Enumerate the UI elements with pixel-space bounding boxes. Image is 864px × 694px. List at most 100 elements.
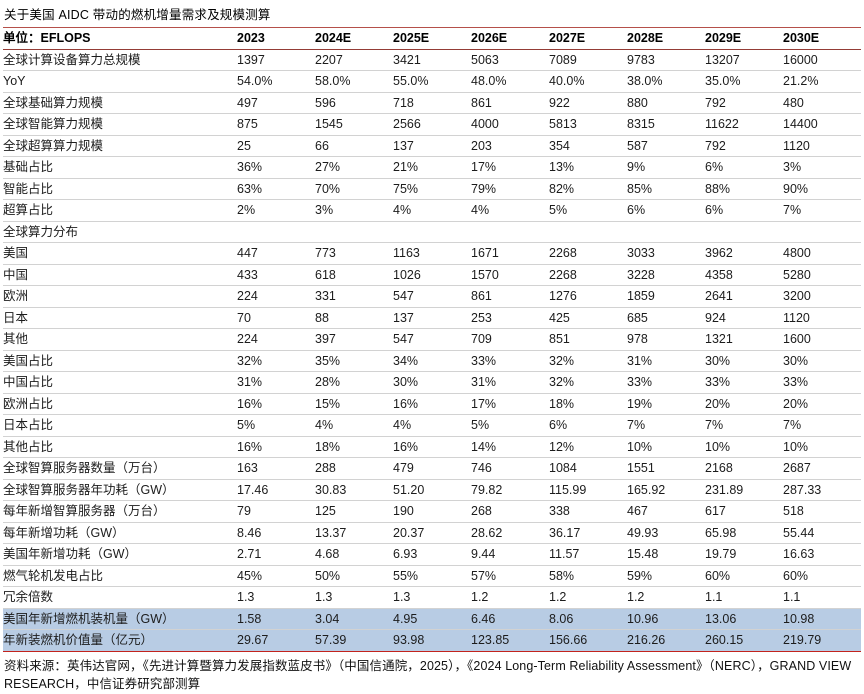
- value-cell: 7089: [549, 49, 627, 71]
- row-label: 全球智算服务器数量（万台）: [3, 458, 237, 480]
- value-cell: 685: [627, 307, 705, 329]
- value-cell: 5280: [783, 264, 861, 286]
- row-label: 欧洲: [3, 286, 237, 308]
- value-cell: 224: [237, 286, 315, 308]
- row-label: 中国占比: [3, 372, 237, 394]
- value-cell: 3%: [783, 157, 861, 179]
- row-label: 日本: [3, 307, 237, 329]
- value-cell: 4%: [393, 200, 471, 222]
- value-cell: 16%: [237, 436, 315, 458]
- value-cell: 4.95: [393, 608, 471, 630]
- value-cell: 28.62: [471, 522, 549, 544]
- value-cell: 82%: [549, 178, 627, 200]
- value-cell: 63%: [237, 178, 315, 200]
- row-label: 其他: [3, 329, 237, 351]
- value-cell: 4358: [705, 264, 783, 286]
- year-header-cell: 2024E: [315, 28, 393, 50]
- value-cell: 1084: [549, 458, 627, 480]
- value-cell: 1859: [627, 286, 705, 308]
- value-cell: 2168: [705, 458, 783, 480]
- value-cell: 35.0%: [705, 71, 783, 93]
- value-cell: 617: [705, 501, 783, 523]
- year-header-cell: 2023: [237, 28, 315, 50]
- value-cell: 31%: [237, 372, 315, 394]
- value-cell: 425: [549, 307, 627, 329]
- value-cell: 4%: [393, 415, 471, 437]
- value-cell: 15%: [315, 393, 393, 415]
- value-cell: 90%: [783, 178, 861, 200]
- value-cell: 18%: [549, 393, 627, 415]
- value-cell: 433: [237, 264, 315, 286]
- row-label: 基础占比: [3, 157, 237, 179]
- value-cell: 1.3: [237, 587, 315, 609]
- value-cell: 3.04: [315, 608, 393, 630]
- value-cell: 2566: [393, 114, 471, 136]
- value-cell: 59%: [627, 565, 705, 587]
- section-row: 全球算力分布: [3, 221, 861, 243]
- row-label: 全球基础算力规模: [3, 92, 237, 114]
- value-cell: 58%: [549, 565, 627, 587]
- value-cell: 792: [705, 92, 783, 114]
- value-cell: 55.0%: [393, 71, 471, 93]
- value-cell: [705, 221, 783, 243]
- value-cell: 13.06: [705, 608, 783, 630]
- value-cell: 547: [393, 286, 471, 308]
- value-cell: 7%: [783, 200, 861, 222]
- value-cell: 2268: [549, 243, 627, 265]
- value-cell: 718: [393, 92, 471, 114]
- value-cell: 30%: [783, 350, 861, 372]
- value-cell: [549, 221, 627, 243]
- value-cell: 20%: [705, 393, 783, 415]
- value-cell: 79.82: [471, 479, 549, 501]
- value-cell: 50%: [315, 565, 393, 587]
- value-cell: 1276: [549, 286, 627, 308]
- value-cell: 25: [237, 135, 315, 157]
- value-cell: 10.96: [627, 608, 705, 630]
- value-cell: 3228: [627, 264, 705, 286]
- value-cell: 36%: [237, 157, 315, 179]
- value-cell: 6%: [627, 200, 705, 222]
- value-cell: 792: [705, 135, 783, 157]
- value-cell: 29.67: [237, 630, 315, 652]
- value-cell: 66: [315, 135, 393, 157]
- value-cell: 2%: [237, 200, 315, 222]
- value-cell: 27%: [315, 157, 393, 179]
- value-cell: 5%: [237, 415, 315, 437]
- value-cell: 5813: [549, 114, 627, 136]
- value-cell: 924: [705, 307, 783, 329]
- row-label: 全球智算服务器年功耗（GW）: [3, 479, 237, 501]
- value-cell: 978: [627, 329, 705, 351]
- value-cell: 773: [315, 243, 393, 265]
- value-cell: 5%: [471, 415, 549, 437]
- value-cell: 49.93: [627, 522, 705, 544]
- value-cell: 1671: [471, 243, 549, 265]
- value-cell: 354: [549, 135, 627, 157]
- value-cell: 60%: [783, 565, 861, 587]
- row-label: 年新装燃机价值量（亿元）: [3, 630, 237, 652]
- source-note: 资料来源：英伟达官网，《先进计算暨算力发展指数蓝皮书》（中国信通院，2025），…: [2, 652, 862, 694]
- value-cell: 65.98: [705, 522, 783, 544]
- value-cell: 3421: [393, 49, 471, 71]
- value-cell: 165.92: [627, 479, 705, 501]
- value-cell: 6.93: [393, 544, 471, 566]
- value-cell: 30%: [393, 372, 471, 394]
- value-cell: 57.39: [315, 630, 393, 652]
- value-cell: 1.1: [705, 587, 783, 609]
- value-cell: 6.46: [471, 608, 549, 630]
- value-cell: 5063: [471, 49, 549, 71]
- row-label: 全球超算算力规模: [3, 135, 237, 157]
- year-header-cell: 2027E: [549, 28, 627, 50]
- value-cell: 10.98: [783, 608, 861, 630]
- value-cell: 1321: [705, 329, 783, 351]
- value-cell: 203: [471, 135, 549, 157]
- value-cell: 2207: [315, 49, 393, 71]
